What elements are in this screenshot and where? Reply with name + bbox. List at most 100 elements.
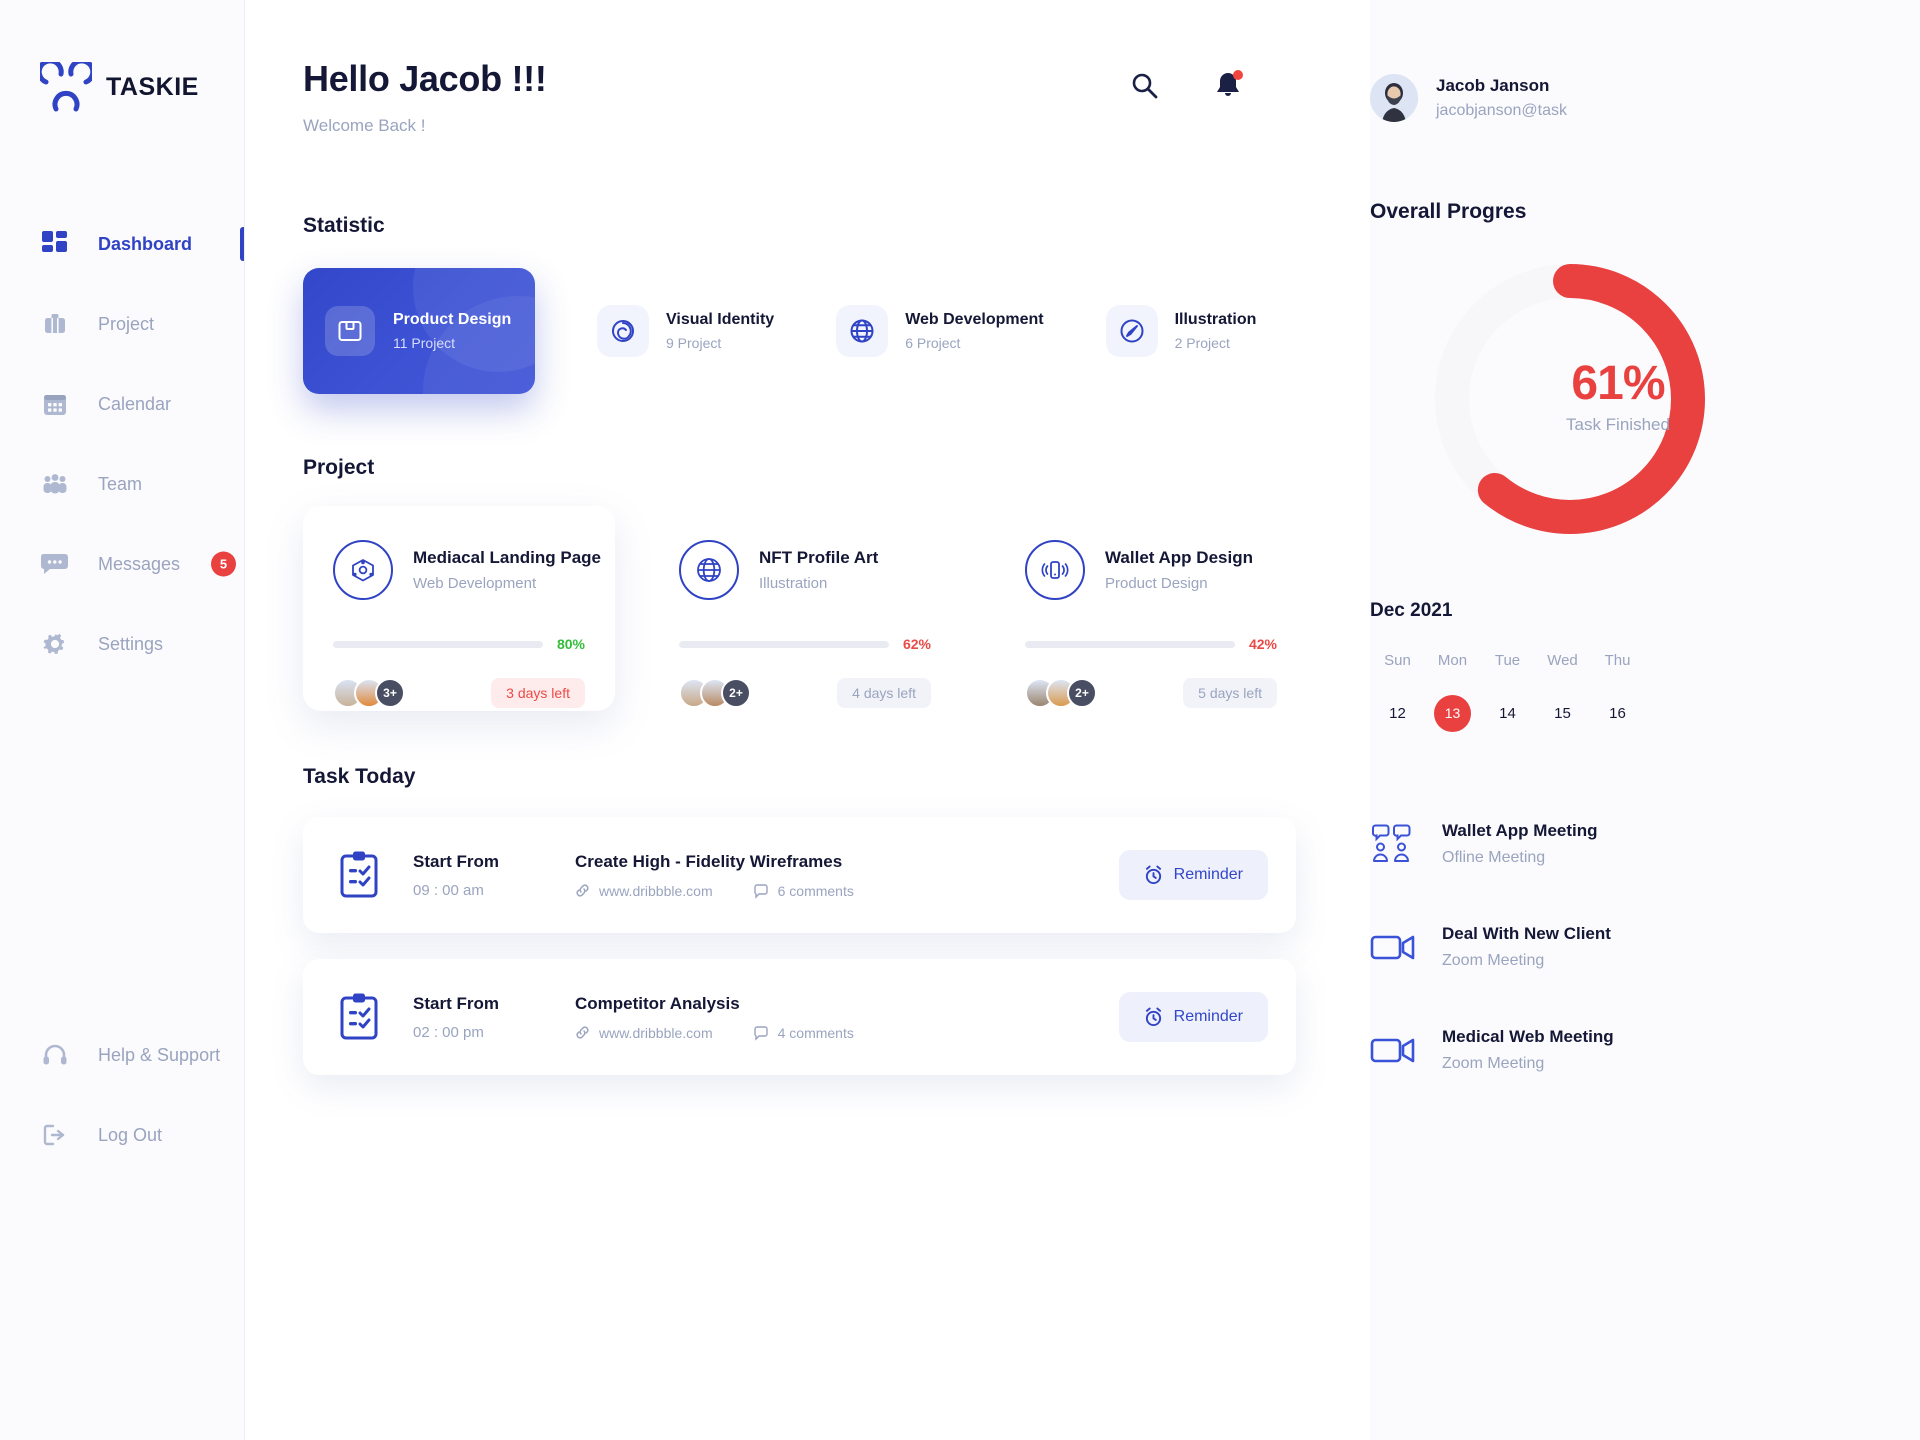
sidebar-item-help-support[interactable]: Help & Support bbox=[0, 1015, 244, 1095]
avatar-more-count: 2+ bbox=[721, 678, 751, 708]
main-content: Hello Jacob !!! Welcome Back ! Statistic bbox=[245, 0, 1370, 1440]
chat-bubble-icon bbox=[40, 549, 70, 579]
alarm-clock-icon bbox=[1145, 865, 1161, 885]
meeting-item[interactable]: Wallet App Meeting Ofline Meeting bbox=[1370, 792, 1920, 895]
search-icon[interactable] bbox=[1130, 71, 1158, 104]
sidebar-item-label: Messages bbox=[98, 553, 181, 574]
reminder-button-label: Reminder bbox=[1173, 866, 1243, 883]
mobile-signal-icon bbox=[1025, 540, 1085, 600]
link-icon bbox=[576, 1026, 589, 1039]
project-section: Project Mediacal Landing Page bbox=[245, 456, 1370, 711]
avatar-more-count: 3+ bbox=[375, 678, 405, 708]
task-link[interactable]: www.dribbble.com bbox=[575, 1025, 713, 1041]
task-row[interactable]: Start From 02 : 00 pm Competitor Analysi… bbox=[303, 959, 1296, 1075]
task-row[interactable]: Start From 09 : 00 am Create High - Fide… bbox=[303, 817, 1296, 933]
reminder-button[interactable]: Reminder bbox=[1118, 850, 1268, 900]
calendar-dow: Mon bbox=[1437, 652, 1468, 669]
people-icon bbox=[40, 469, 70, 499]
overall-progress-percent: 61% bbox=[1571, 357, 1665, 410]
task-name: Competitor Analysis bbox=[575, 993, 740, 1013]
notification-dot bbox=[1233, 70, 1243, 80]
sidebar-item-label: Log Out bbox=[98, 1124, 163, 1145]
task-today-section: Task Today Start From 09 : 00 am Create … bbox=[245, 765, 1370, 1075]
sidebar-item-logout[interactable]: Log Out bbox=[0, 1095, 244, 1175]
header-actions bbox=[1130, 70, 1243, 105]
profile-name: Jacob Janson bbox=[1436, 76, 1550, 95]
project-card-nft-profile-art[interactable]: NFT Profile Art Illustration 62% 2+ 4 da… bbox=[649, 506, 961, 711]
gear-icon bbox=[40, 629, 70, 659]
stat-card-product-design[interactable]: Product Design 11 Project bbox=[303, 268, 535, 394]
sidebar-item-settings[interactable]: Settings bbox=[0, 604, 244, 684]
stat-card-visual-identity[interactable]: Visual Identity 9 Project bbox=[597, 305, 774, 357]
statistic-section: Statistic Product Design 11 Project bbox=[245, 214, 1370, 394]
task-link[interactable]: www.dribbble.com bbox=[575, 883, 713, 899]
grid-icon bbox=[40, 229, 70, 259]
stat-card-web-development[interactable]: Web Development 6 Project bbox=[836, 305, 1044, 357]
meeting-type: Zoom Meeting bbox=[1442, 1054, 1545, 1072]
project-card-title: Wallet App Design bbox=[1105, 548, 1253, 567]
clipboard-check-icon bbox=[337, 850, 381, 900]
task-comments[interactable]: 6 comments bbox=[753, 883, 854, 899]
page-subtitle: Welcome Back ! bbox=[303, 116, 426, 135]
progress-percent: 62% bbox=[902, 636, 931, 652]
cube-node-icon bbox=[333, 540, 393, 600]
progress-bar: 42% bbox=[1025, 636, 1277, 652]
sidebar-item-dashboard[interactable]: Dashboard bbox=[0, 204, 244, 284]
task-start-label: Start From bbox=[413, 851, 499, 871]
stat-card-count: 9 Project bbox=[666, 335, 722, 351]
task-name: Create High - Fidelity Wireframes bbox=[575, 851, 843, 871]
calendar-dow: Thu bbox=[1604, 652, 1631, 669]
sidebar: TASKIE Dashboard bbox=[0, 0, 245, 1440]
project-card-category: Illustration bbox=[759, 575, 828, 592]
task-comments[interactable]: 4 comments bbox=[753, 1025, 854, 1041]
project-card-wallet-app-design[interactable]: Wallet App Design Product Design 42% 2+ … bbox=[995, 506, 1307, 711]
spiral-icon bbox=[597, 305, 649, 357]
calendar-day[interactable]: Wed 15 bbox=[1535, 652, 1590, 732]
sidebar-item-team[interactable]: Team bbox=[0, 444, 244, 524]
due-badge: 3 days left bbox=[491, 678, 585, 708]
progress-percent: 80% bbox=[556, 636, 585, 652]
calendar-day[interactable]: Tue 14 bbox=[1480, 652, 1535, 732]
stat-card-name: Illustration bbox=[1174, 311, 1257, 328]
comment-icon bbox=[753, 883, 768, 899]
brand-logo[interactable]: TASKIE bbox=[0, 0, 244, 112]
calendar-date-selected: 13 bbox=[1434, 695, 1471, 732]
calendar-date: 14 bbox=[1499, 705, 1516, 722]
project-cards: Mediacal Landing Page Web Development 80… bbox=[303, 506, 1370, 711]
sidebar-item-project[interactable]: Project bbox=[0, 284, 244, 364]
calendar-dow: Wed bbox=[1547, 652, 1578, 669]
sidebar-item-calendar[interactable]: Calendar bbox=[0, 364, 244, 444]
due-badge: 4 days left bbox=[837, 678, 931, 708]
sidebar-bottom-nav: Help & Support Log Out bbox=[0, 1015, 244, 1440]
sidebar-item-messages[interactable]: Messages 5 bbox=[0, 524, 244, 604]
stat-card-illustration[interactable]: Illustration 2 Project bbox=[1105, 305, 1257, 357]
avatar bbox=[1370, 74, 1418, 122]
reminder-button[interactable]: Reminder bbox=[1118, 992, 1268, 1042]
meeting-item[interactable]: Deal With New Client Zoom Meeting bbox=[1370, 895, 1920, 998]
task-today-title: Task Today bbox=[303, 765, 416, 788]
profile-block[interactable]: Jacob Janson jacobjanson@task bbox=[1370, 0, 1920, 122]
avatar-group: 2+ bbox=[1025, 678, 1097, 708]
clipboard-check-icon bbox=[337, 992, 381, 1042]
sidebar-item-label: Settings bbox=[98, 633, 164, 654]
calendar-day[interactable]: Mon 13 bbox=[1425, 652, 1480, 732]
task-time: 02 : 00 pm bbox=[413, 1023, 484, 1041]
meeting-item[interactable]: Medical Web Meeting Zoom Meeting bbox=[1370, 998, 1920, 1101]
project-card-title: NFT Profile Art bbox=[759, 548, 879, 567]
task-link-label: www.dribbble.com bbox=[599, 882, 713, 899]
meeting-type: Ofline Meeting bbox=[1442, 848, 1546, 866]
progress-percent: 42% bbox=[1248, 636, 1277, 652]
meeting-title: Medical Web Meeting bbox=[1442, 1026, 1614, 1046]
right-panel: Jacob Janson jacobjanson@task Overall Pr… bbox=[1370, 0, 1920, 1440]
project-card-medical-landing-page[interactable]: Mediacal Landing Page Web Development 80… bbox=[303, 506, 615, 711]
calendar-day[interactable]: Thu 16 bbox=[1590, 652, 1645, 732]
reminder-button-label: Reminder bbox=[1173, 1008, 1243, 1025]
project-card-category: Product Design bbox=[1105, 575, 1208, 592]
calendar-day[interactable]: Sun 12 bbox=[1370, 652, 1425, 732]
task-comments-label: 6 comments bbox=[777, 882, 854, 899]
bell-icon[interactable] bbox=[1214, 70, 1243, 105]
progress-bar: 62% bbox=[679, 636, 931, 652]
avatar-more-count: 2+ bbox=[1067, 678, 1097, 708]
calendar-date: 12 bbox=[1389, 705, 1406, 722]
stat-card-name: Product Design bbox=[393, 311, 512, 328]
